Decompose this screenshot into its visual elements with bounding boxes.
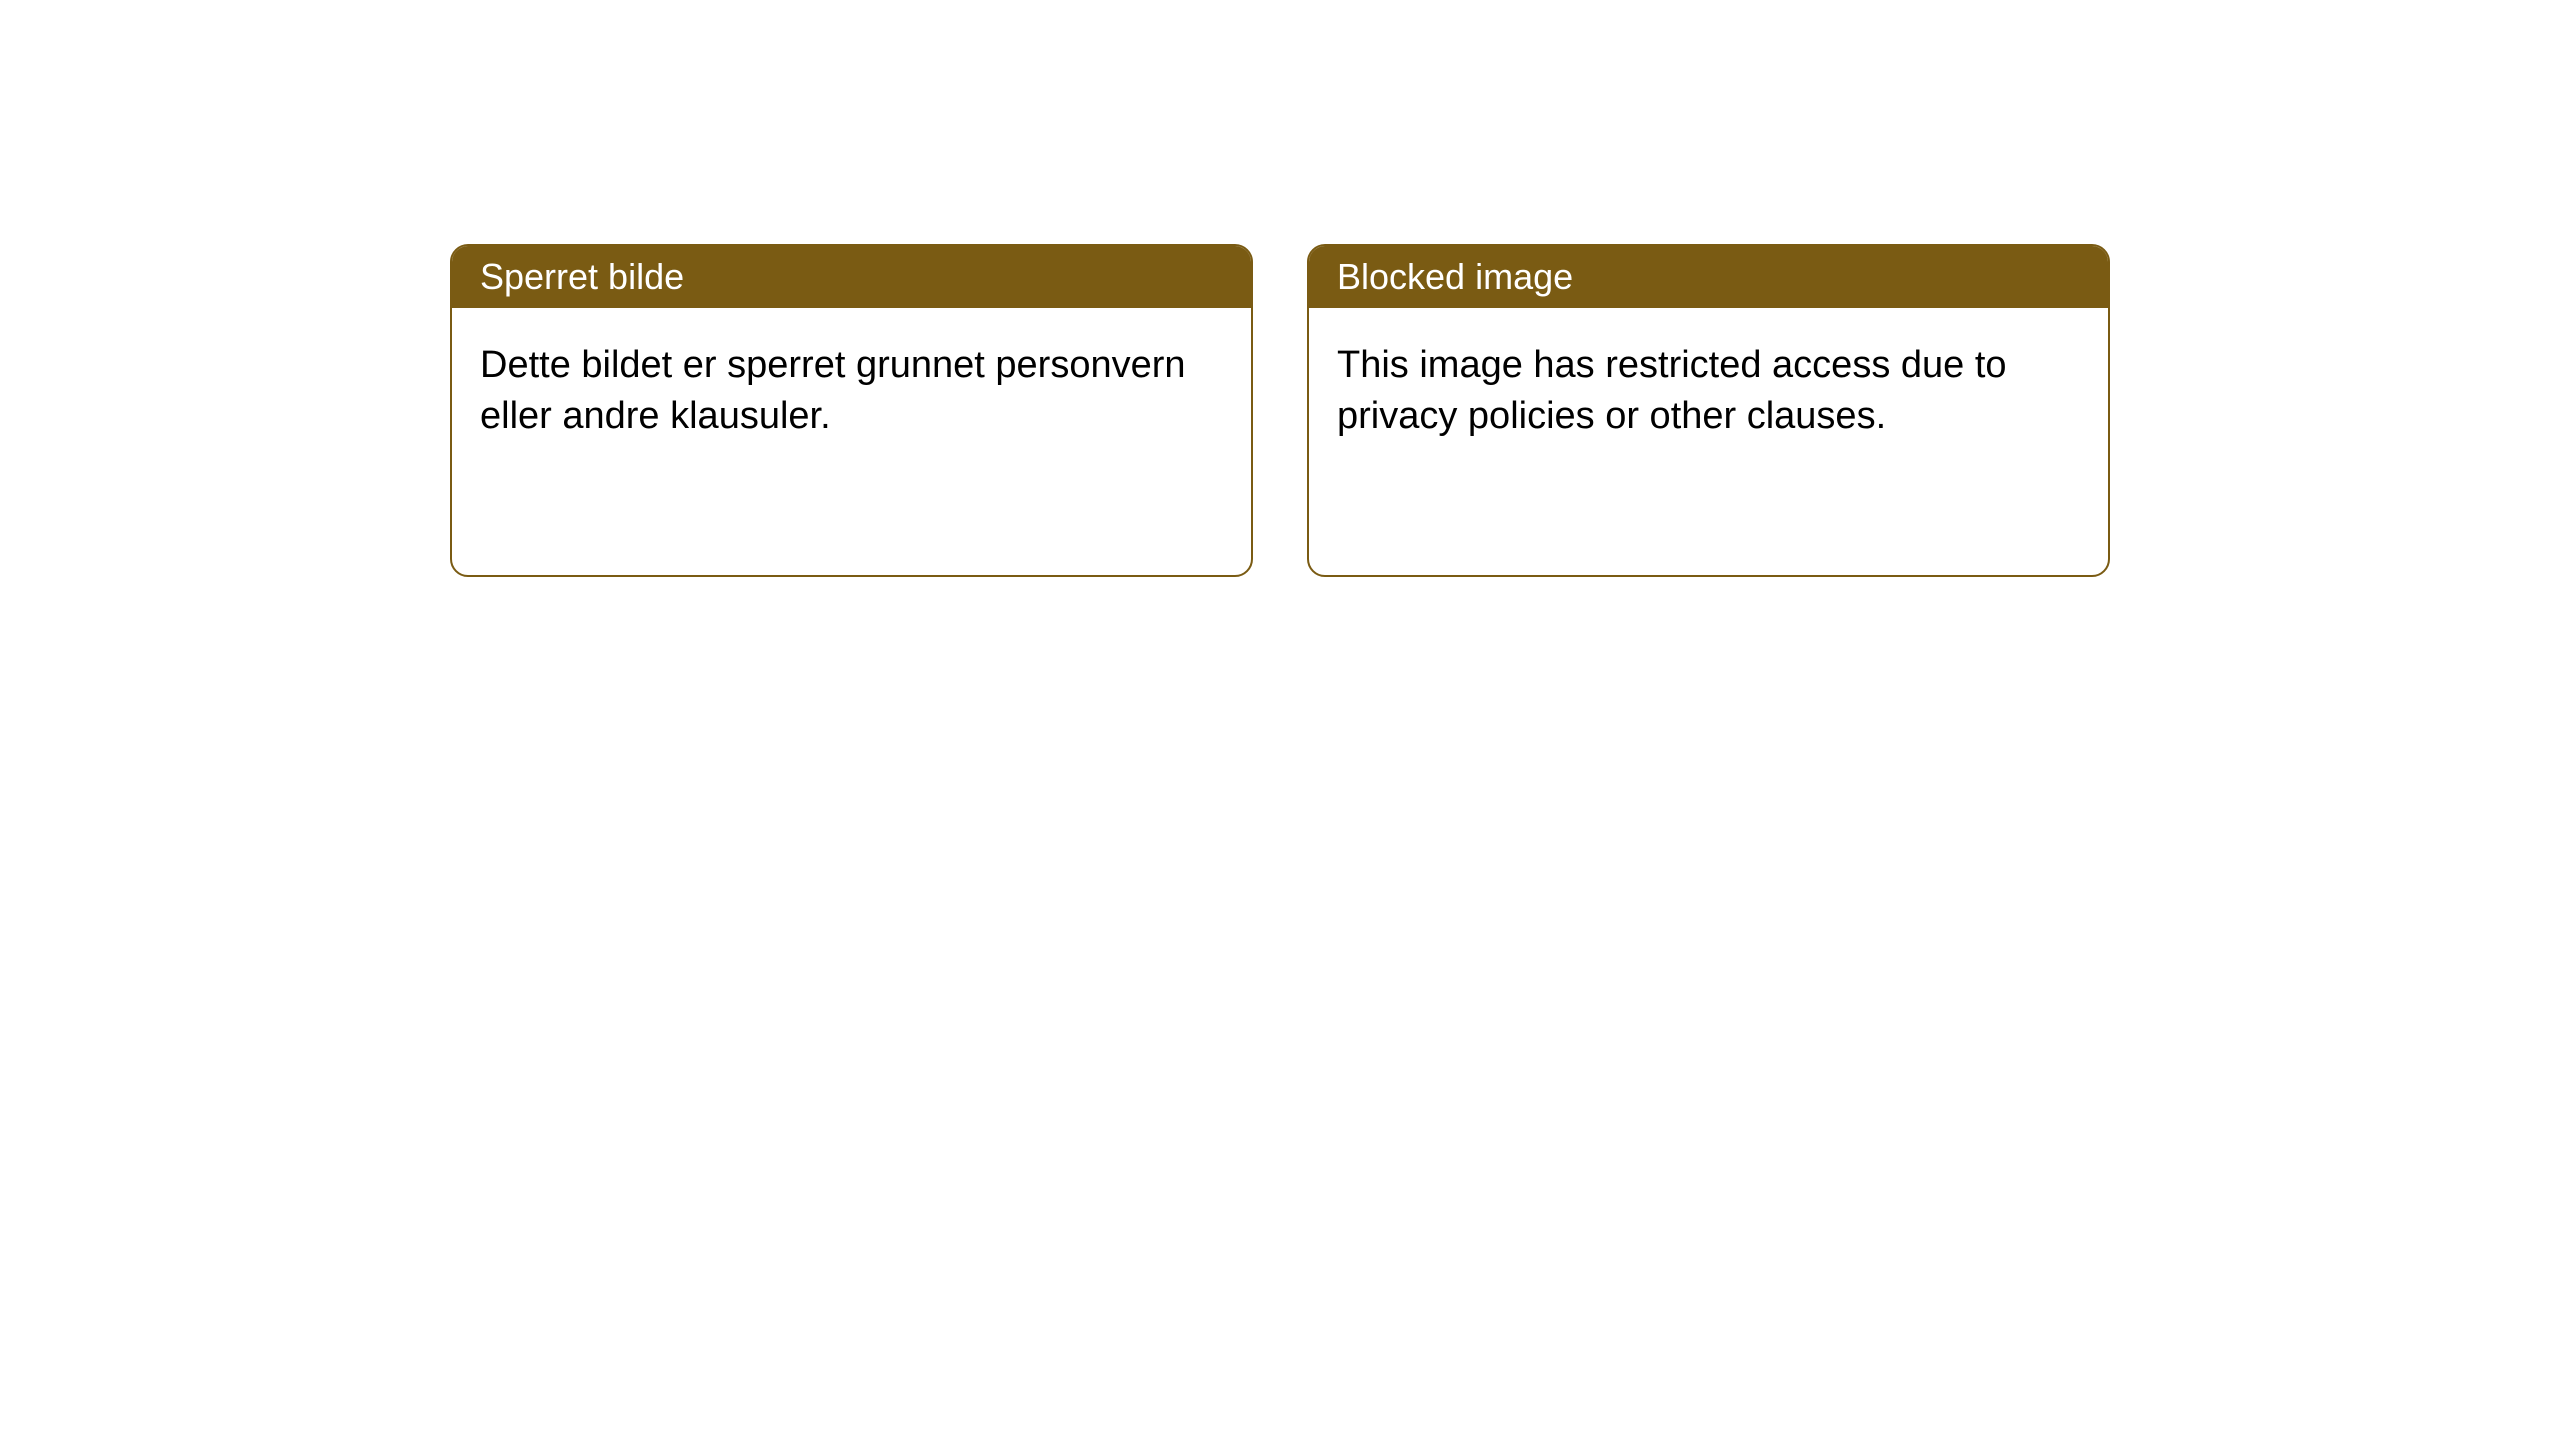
- card-body: Dette bildet er sperret grunnet personve…: [452, 308, 1251, 475]
- blocked-image-card-no: Sperret bilde Dette bildet er sperret gr…: [450, 244, 1253, 577]
- card-header: Sperret bilde: [452, 246, 1251, 308]
- blocked-image-card-en: Blocked image This image has restricted …: [1307, 244, 2110, 577]
- card-header: Blocked image: [1309, 246, 2108, 308]
- card-container: Sperret bilde Dette bildet er sperret gr…: [0, 0, 2560, 577]
- card-body: This image has restricted access due to …: [1309, 308, 2108, 475]
